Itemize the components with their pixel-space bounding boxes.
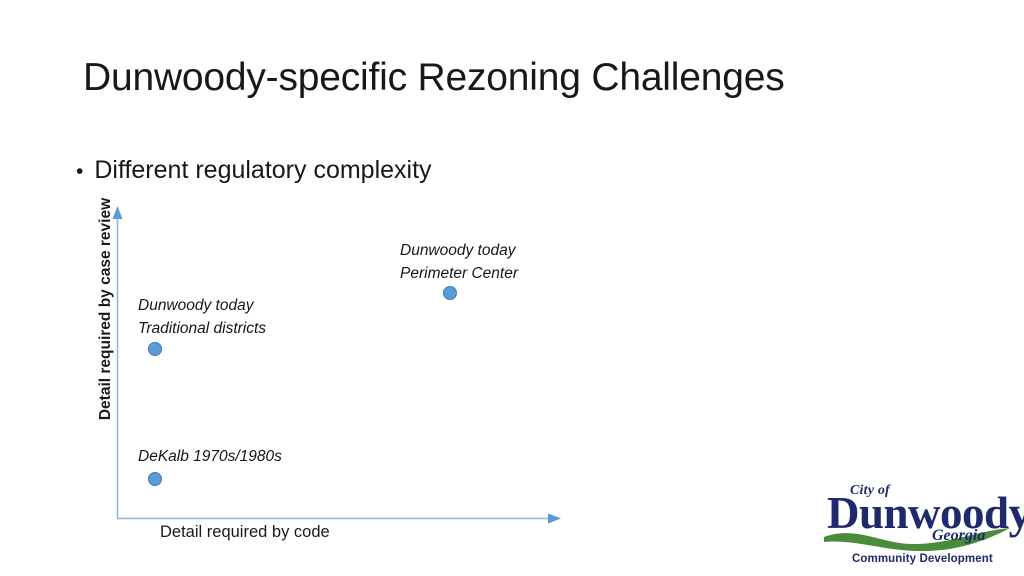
data-point-label-line: DeKalb 1970s/1980s xyxy=(138,448,282,465)
data-point-label: Dunwoody today Perimeter Center xyxy=(400,240,518,286)
data-point-label: DeKalb 1970s/1980s xyxy=(138,446,282,469)
data-point-marker xyxy=(443,286,457,300)
data-point-marker xyxy=(148,472,162,486)
city-of-dunwoody-logo: City of Dunwoody Georgia Community Devel… xyxy=(822,483,1024,567)
bullet-text: Different regulatory complexity xyxy=(94,156,432,184)
logo-state-text: Georgia xyxy=(932,527,986,544)
data-point-label: Dunwoody today Traditional districts xyxy=(138,295,266,341)
swoosh-graphic-icon xyxy=(824,528,1010,552)
logo-wordmark: Dunwoody xyxy=(827,488,1024,538)
data-point-label-line: Dunwoody today xyxy=(400,242,516,259)
y-axis-arrow-icon xyxy=(112,206,123,219)
logo-city-of-text: City of xyxy=(850,483,890,498)
bullet-marker-icon: • xyxy=(76,160,84,183)
x-axis-arrow-icon xyxy=(548,513,561,524)
data-point-label-line: Dunwoody today xyxy=(138,297,254,314)
data-point-label-line: Traditional districts xyxy=(138,319,267,337)
x-axis-title: Detail required by code xyxy=(160,523,330,541)
page-title: Dunwoody-specific Rezoning Challenges xyxy=(83,56,785,99)
data-point-label-line: Perimeter Center xyxy=(400,264,519,282)
y-axis-title: Detail required by case review xyxy=(97,197,114,421)
bullet-list-item: • Different regulatory complexity xyxy=(76,156,432,185)
data-point-marker xyxy=(148,342,162,356)
logo-tagline: Community Development xyxy=(852,553,993,565)
